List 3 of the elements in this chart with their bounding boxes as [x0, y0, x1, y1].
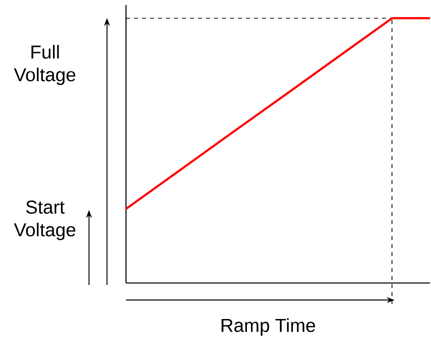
- x-axis-title: Ramp Time: [222, 318, 316, 336]
- text: Full Voltage: [14, 44, 76, 86]
- text: Start Voltage: [14, 200, 76, 240]
